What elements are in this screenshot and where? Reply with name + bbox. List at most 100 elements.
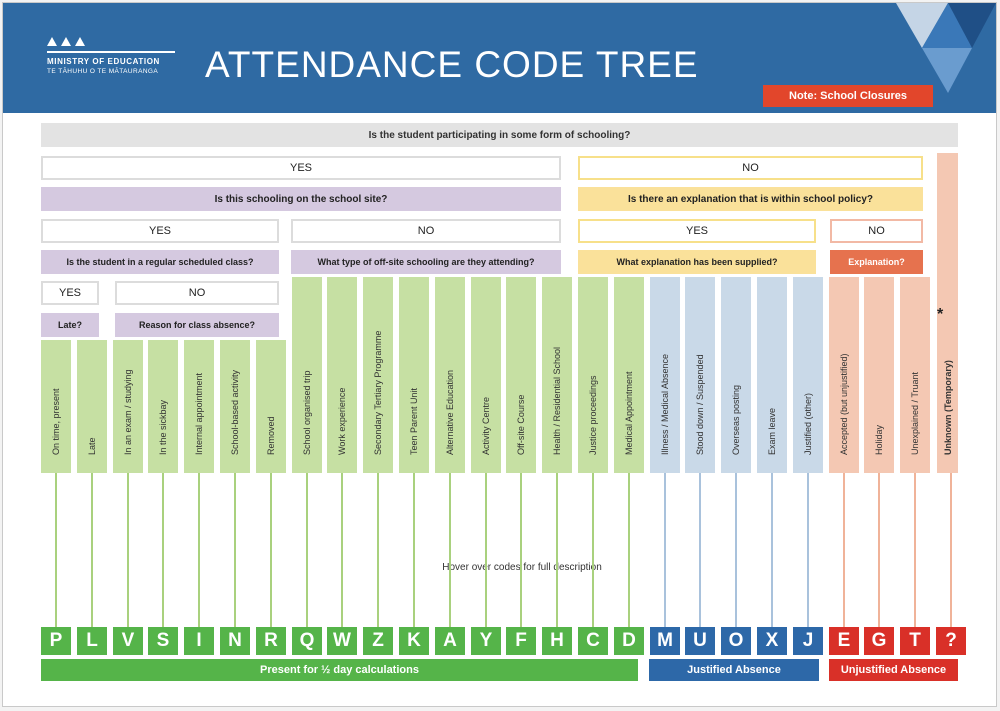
attendance-code-v[interactable]: V [113, 627, 143, 655]
code-column: Unexplained / Truant [900, 277, 930, 473]
code-column: Medical Appointment [614, 277, 644, 473]
attendance-code-n[interactable]: N [220, 627, 250, 655]
code-column-label: Unexplained / Truant [910, 371, 920, 455]
attendance-code-q[interactable]: Q [292, 627, 322, 655]
code-column-label: Justified (other) [803, 392, 813, 455]
code-column-label: Holiday [874, 424, 884, 455]
attendance-code-k[interactable]: K [399, 627, 429, 655]
code-column: Work experience [327, 277, 357, 473]
code-column-label: Alternative Education [445, 369, 455, 455]
attendance-code-r[interactable]: R [256, 627, 286, 655]
code-column: Late [77, 340, 107, 473]
answer-no-onsite: NO [291, 219, 561, 243]
question-explanation-supplied: What explanation has been supplied? [578, 250, 816, 274]
attendance-code-j[interactable]: J [793, 627, 823, 655]
hover-instruction: Hover over codes for full description [407, 558, 637, 576]
code-column-label: Exam leave [767, 407, 777, 455]
connector-line [592, 473, 594, 627]
answer-no-regular-class: NO [115, 281, 279, 305]
category-present: Present for ½ day calculations [41, 659, 638, 681]
attendance-code-z[interactable]: Z [363, 627, 393, 655]
code-column: Accepted (but unjustified) [829, 277, 859, 473]
attendance-code-d[interactable]: D [614, 627, 644, 655]
code-column: Off-site Course [506, 277, 536, 473]
code-column: Internal appointment [184, 340, 214, 473]
code-column: Holiday [864, 277, 894, 473]
connector-line [55, 473, 57, 627]
answer-no-participating: NO [578, 156, 923, 180]
code-column-label: Stood down / Suspended [695, 354, 705, 455]
attendance-code-c[interactable]: C [578, 627, 608, 655]
code-column: On time, present [41, 340, 71, 473]
connector-line [735, 473, 737, 627]
connector-line [91, 473, 93, 627]
code-column: In an exam / studying [113, 340, 143, 473]
code-column: Stood down / Suspended [685, 277, 715, 473]
attendance-code-x[interactable]: X [757, 627, 787, 655]
code-column: In the sickbay [148, 340, 178, 473]
code-column: Overseas posting [721, 277, 751, 473]
code-column-label: Medical Appointment [624, 371, 634, 455]
connector-line [664, 473, 666, 627]
attendance-code-t[interactable]: T [900, 627, 930, 655]
code-column: Illness / Medical Absence [650, 277, 680, 473]
code-column: Justice proceedings [578, 277, 608, 473]
code-column: Justified (other) [793, 277, 823, 473]
code-column-label: Illness / Medical Absence [660, 353, 670, 455]
connector-line [341, 473, 343, 627]
connector-line [914, 473, 916, 627]
connector-line [485, 473, 487, 627]
attendance-code-m[interactable]: M [650, 627, 680, 655]
code-column: Teen Parent Unit [399, 277, 429, 473]
code-column-label: School-based activity [230, 369, 240, 455]
connector-line [771, 473, 773, 627]
attendance-code-u[interactable]: U [685, 627, 715, 655]
question-regular-class: Is the student in a regular scheduled cl… [41, 250, 279, 274]
decorative-triangles-icon [896, 3, 996, 93]
attendance-code-l[interactable]: L [77, 627, 107, 655]
question-explanation-short: Explanation? [830, 250, 923, 274]
code-column: Secondary Tertiary Programme [363, 277, 393, 473]
attendance-code-o[interactable]: O [721, 627, 751, 655]
code-column: Health / Residential School [542, 277, 572, 473]
code-column-label: Unknown (Temporary) [942, 360, 953, 455]
category-unjustified-absence: Unjustified Absence [829, 659, 958, 681]
code-column-label: Health / Residential School [552, 346, 562, 455]
code-column-label: Activity Centre [481, 396, 491, 455]
attendance-code-p[interactable]: P [41, 627, 71, 655]
code-column: Removed [256, 340, 286, 473]
code-column: Exam leave [757, 277, 787, 473]
code-column-label: On time, present [51, 388, 61, 455]
attendance-code-unknown[interactable]: ? [936, 627, 966, 655]
connector-line [449, 473, 451, 627]
connector-line [807, 473, 809, 627]
attendance-code-y[interactable]: Y [471, 627, 501, 655]
attendance-code-i[interactable]: I [184, 627, 214, 655]
code-column-label: School organised trip [302, 370, 312, 455]
attendance-code-a[interactable]: A [435, 627, 465, 655]
connector-line [127, 473, 129, 627]
connector-line [234, 473, 236, 627]
answer-yes-regular-class: YES [41, 281, 99, 305]
attendance-code-f[interactable]: F [506, 627, 536, 655]
attendance-code-g[interactable]: G [864, 627, 894, 655]
attendance-code-h[interactable]: H [542, 627, 572, 655]
answer-no-policy: NO [830, 219, 923, 243]
connector-line [413, 473, 415, 627]
logo-line-2: TE TĀHUHU O TE MĀTAURANGA [47, 68, 159, 75]
code-column-label: In an exam / studying [123, 369, 133, 455]
attendance-code-s[interactable]: S [148, 627, 178, 655]
question-on-site: Is this schooling on the school site? [41, 187, 561, 211]
question-class-absence-reason: Reason for class absence? [115, 313, 279, 337]
code-column-label: Teen Parent Unit [409, 387, 419, 455]
attendance-code-w[interactable]: W [327, 627, 357, 655]
ministry-logo: MINISTRY OF EDUCATION TE TĀHUHU O TE MĀT… [47, 37, 175, 76]
connector-line [628, 473, 630, 627]
unknown-star-column: * Unknown (Temporary) [937, 153, 958, 473]
page-title: ATTENDANCE CODE TREE [205, 44, 699, 85]
attendance-code-e[interactable]: E [829, 627, 859, 655]
school-closures-note-button[interactable]: Note: School Closures [763, 85, 933, 107]
category-justified-absence: Justified Absence [649, 659, 819, 681]
connector-line [198, 473, 200, 627]
code-column-label: Internal appointment [194, 372, 204, 455]
